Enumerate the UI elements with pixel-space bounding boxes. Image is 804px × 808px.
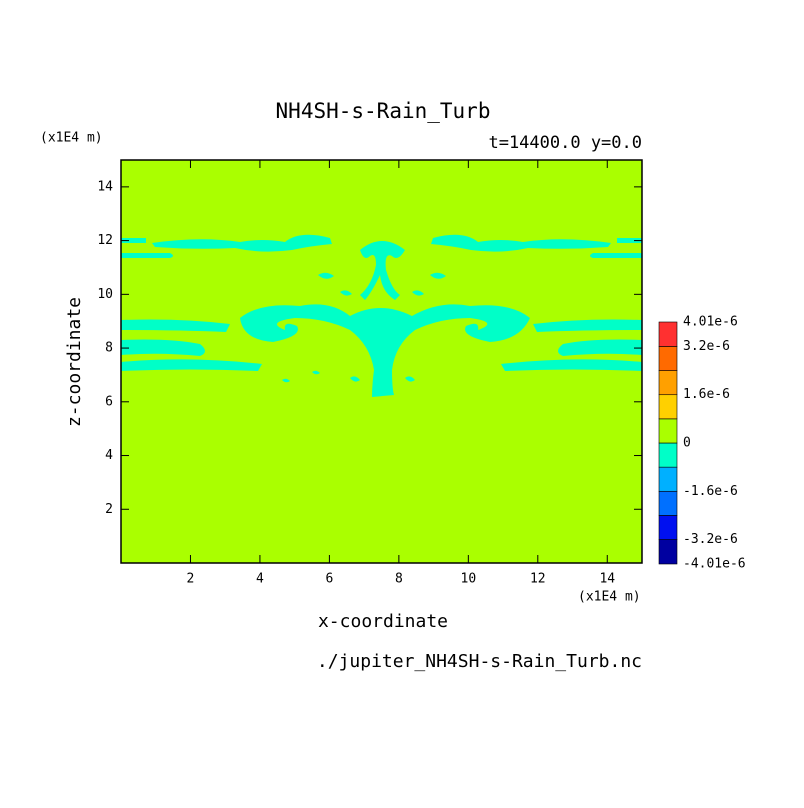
contour-region xyxy=(590,253,642,258)
x-tick-label: 10 xyxy=(461,572,477,587)
y-tick-label: 6 xyxy=(105,394,113,409)
contour-region xyxy=(431,234,611,252)
x-tick-label: 6 xyxy=(325,572,333,587)
colorbar-label: 1.6e-6 xyxy=(683,387,730,402)
colorbar-label: -4.01e-6 xyxy=(683,557,746,572)
colorbar-label: -1.6e-6 xyxy=(683,484,738,499)
y-tick-label: 12 xyxy=(97,233,113,248)
colorbar-band xyxy=(658,466,678,492)
x-tick-label: 12 xyxy=(530,572,546,587)
colorbar-band xyxy=(658,370,678,396)
x-axis-label: x-coordinate xyxy=(318,611,448,632)
colorbar-label: -3.2e-6 xyxy=(683,532,738,547)
colorbar-label: 3.2e-6 xyxy=(683,339,730,354)
y-tick-label: 2 xyxy=(105,502,113,517)
colorbar-band xyxy=(658,418,678,444)
contour-region xyxy=(121,238,146,243)
y-tick-label: 4 xyxy=(105,448,113,463)
colorbar-band xyxy=(658,490,678,516)
contour-region xyxy=(282,370,415,383)
colorbar-band xyxy=(658,321,678,347)
y-axis-label: z-coordinate xyxy=(64,297,85,427)
colorbar-label: 0 xyxy=(683,436,691,451)
chart-subtitle: t=14400.0 y=0.0 xyxy=(488,133,642,153)
colorbar-band xyxy=(658,515,678,540)
contour-region xyxy=(501,359,642,371)
x-unit: (x1E4 m) xyxy=(578,590,641,605)
contour-region xyxy=(617,238,642,243)
contour-region xyxy=(121,319,230,332)
source-label: ./jupiter_NH4SH-s-Rain_Turb.nc xyxy=(317,651,642,672)
y-tick-label: 14 xyxy=(97,179,113,194)
x-tick-label: 8 xyxy=(395,572,403,587)
colorbar-band xyxy=(658,394,678,420)
y-unit: (x1E4 m) xyxy=(40,131,103,146)
x-tick-label: 14 xyxy=(599,572,615,587)
colorbar-band xyxy=(658,539,678,565)
contour-region xyxy=(533,319,642,332)
contour-region xyxy=(318,272,446,296)
contour-region xyxy=(121,253,173,258)
contour-region xyxy=(360,241,405,300)
contour-region xyxy=(152,234,332,252)
x-tick-label: 4 xyxy=(256,572,264,587)
x-tick-label: 2 xyxy=(187,572,195,587)
contour-region xyxy=(240,304,530,397)
contour-region xyxy=(121,359,262,371)
chart-title: NH4SH-s-Rain_Turb xyxy=(276,99,491,123)
contour-region xyxy=(121,339,205,356)
y-tick-label: 10 xyxy=(97,287,113,302)
colorbar-band xyxy=(658,442,678,468)
colorbar-label: 4.01e-6 xyxy=(683,315,738,330)
plot-frame xyxy=(120,159,643,564)
contour-region xyxy=(558,339,642,356)
y-tick-label: 8 xyxy=(105,341,113,356)
contour-regions xyxy=(121,234,642,397)
colorbar-band xyxy=(658,346,678,371)
